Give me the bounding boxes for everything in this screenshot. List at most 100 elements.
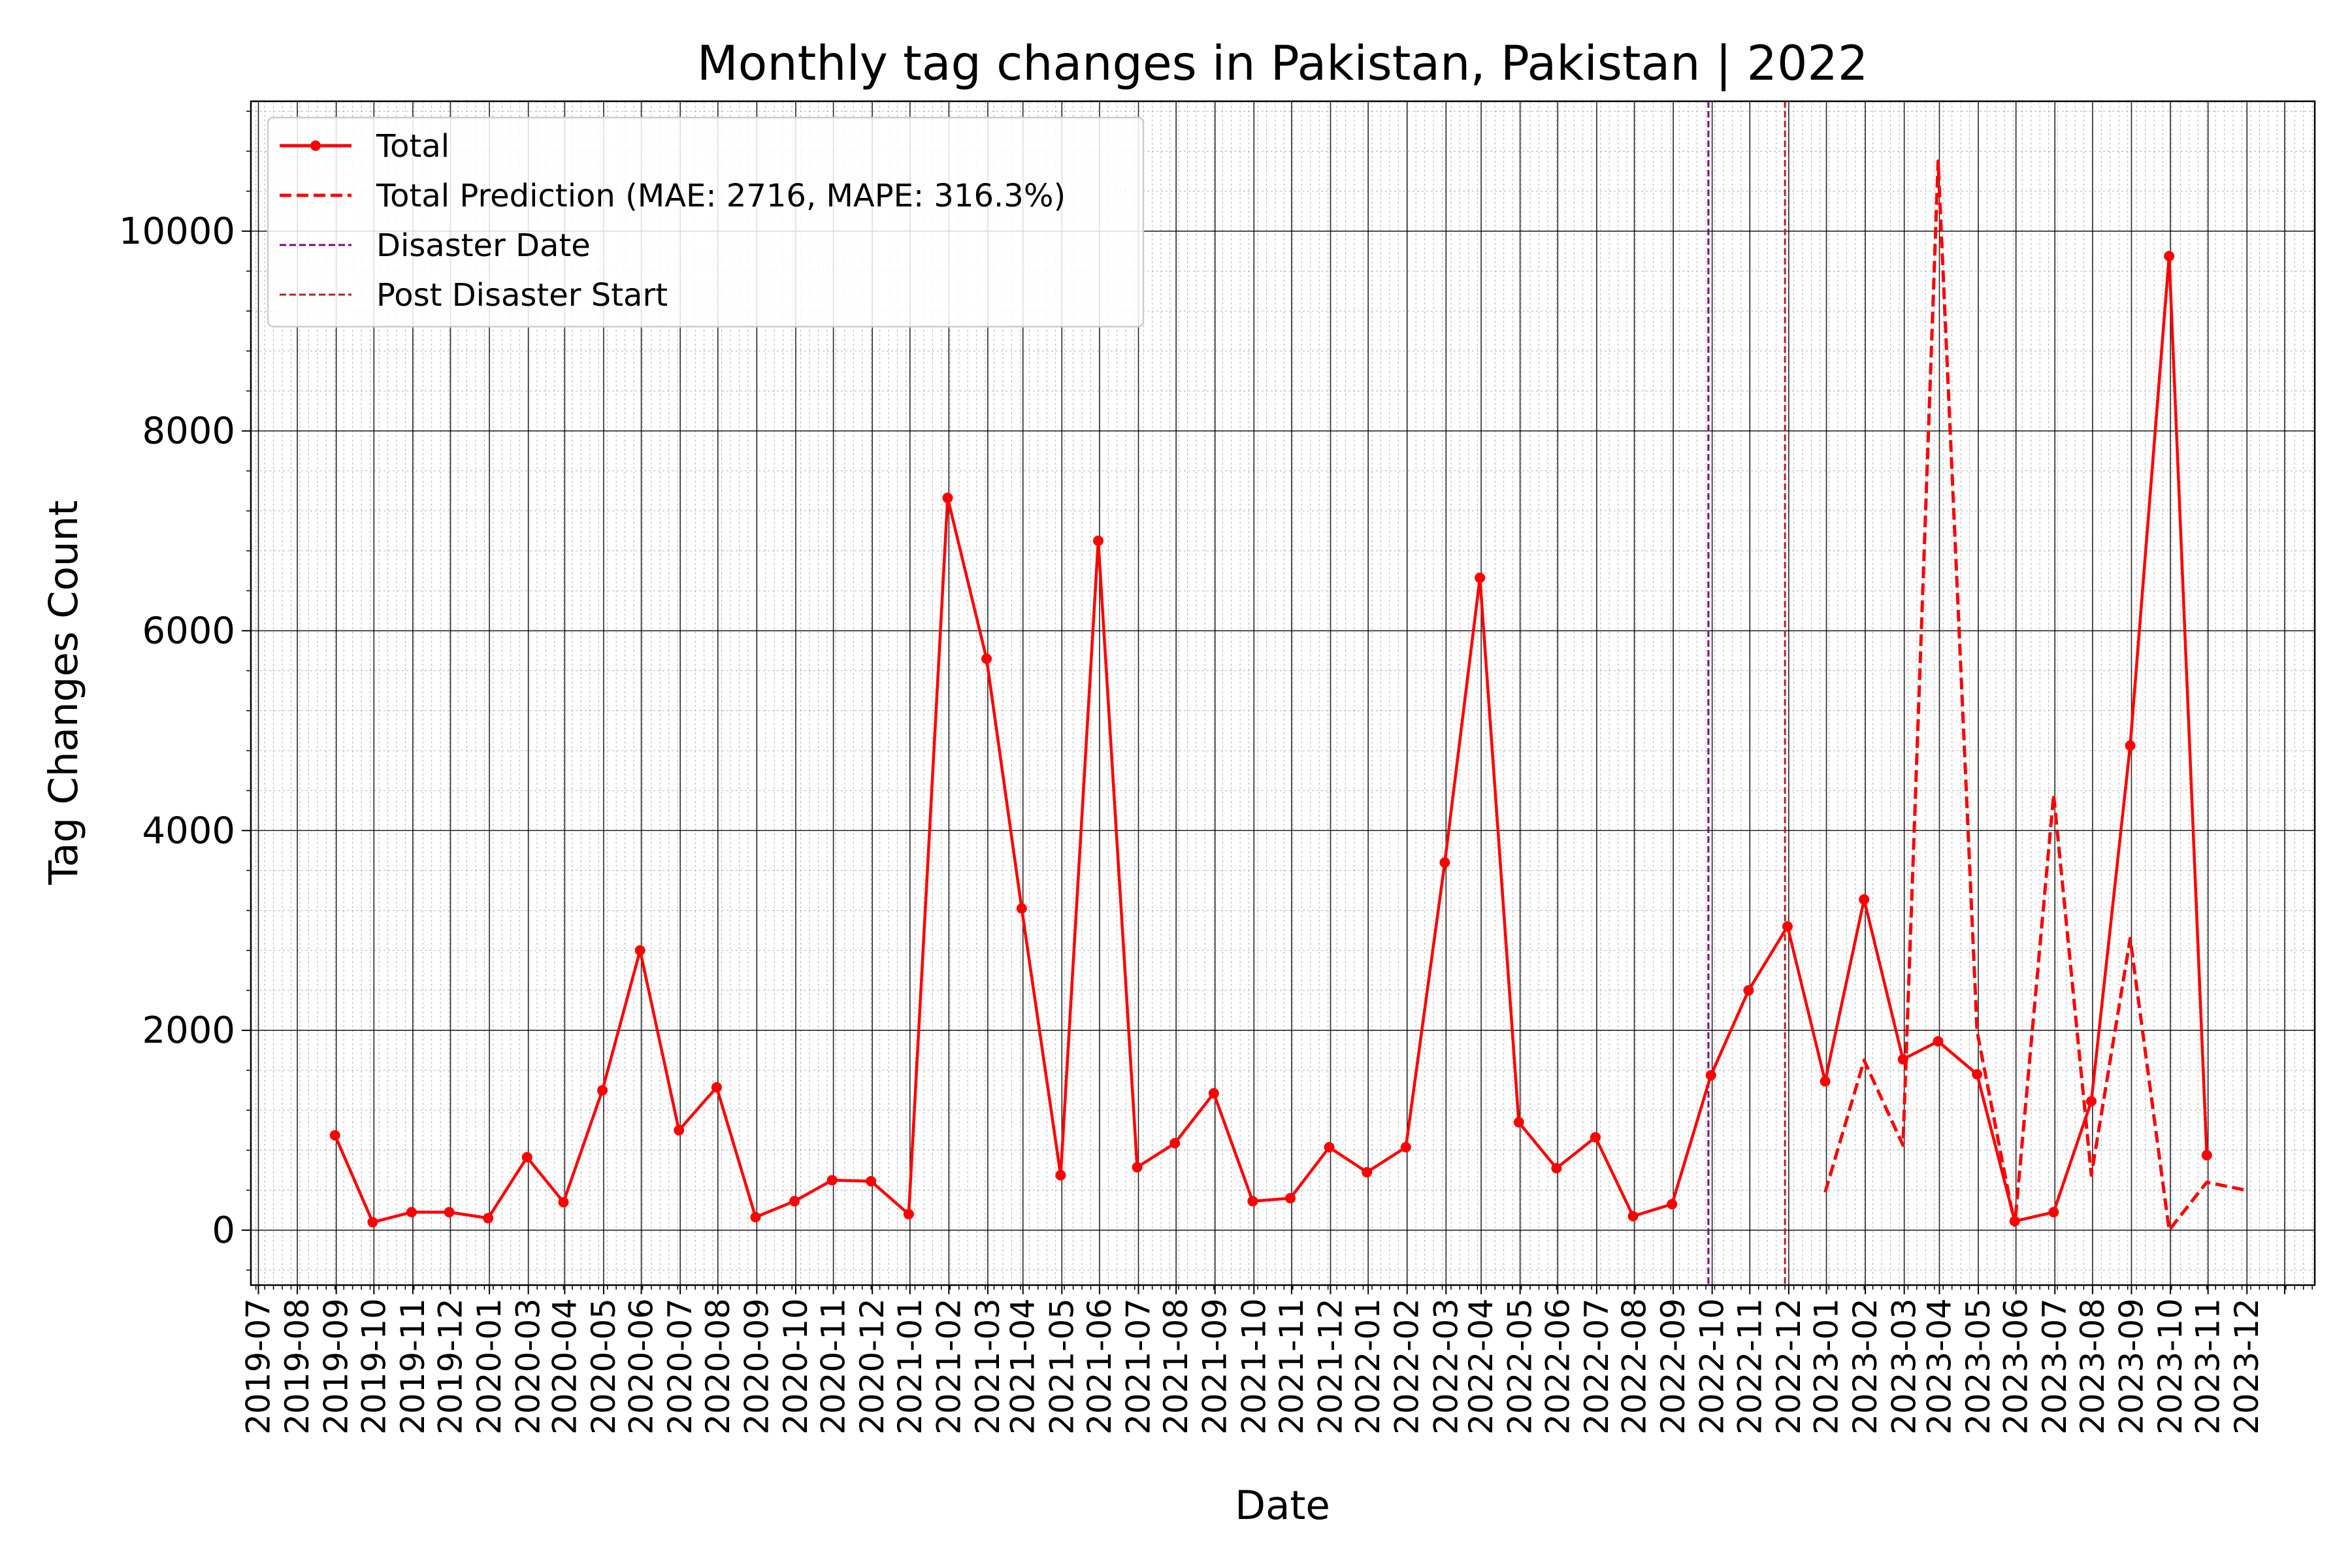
data-point [1285, 1192, 1296, 1203]
x-tick-label: 2022-12 [1770, 1298, 1808, 1435]
data-point [1972, 1069, 1983, 1080]
x-tick-label: 2023-12 [2228, 1298, 2266, 1435]
data-point [1551, 1163, 1562, 1174]
x-tick-label: 2022-02 [1388, 1298, 1426, 1435]
y-tick-label: 0 [212, 1209, 235, 1252]
legend-box [267, 116, 1145, 328]
legend: Total Total Prediction (MAE: 2716, MAPE:… [267, 116, 1145, 328]
x-tick-label: 2022-05 [1501, 1298, 1539, 1435]
data-point [1208, 1088, 1219, 1099]
x-tick-label: 2019-09 [318, 1298, 355, 1435]
data-point [2085, 1096, 2097, 1107]
data-point [558, 1197, 569, 1208]
x-tick-label: 2021-04 [1004, 1298, 1042, 1435]
x-tick-label: 2021-08 [1157, 1298, 1195, 1435]
x-tick-label: 2023-07 [2036, 1298, 2074, 1435]
series-line-prediction [1823, 159, 2246, 1232]
y-axis-label: Tag Changes Count [41, 500, 87, 886]
data-point [2201, 1150, 2212, 1161]
x-tick-label: 2021-03 [969, 1298, 1007, 1435]
x-tick-label: 2021-12 [1312, 1298, 1350, 1435]
x-tick-label: 2023-11 [2189, 1298, 2227, 1435]
data-point [1400, 1141, 1411, 1152]
x-tick-label: 2023-01 [1808, 1298, 1846, 1435]
x-tick-label: 2021-07 [1120, 1298, 1158, 1435]
x-tick-label: 2021-06 [1081, 1298, 1119, 1435]
data-point [1590, 1132, 1601, 1143]
x-tick-label: 2019-11 [394, 1298, 432, 1435]
y-tick-label: 2000 [142, 1009, 235, 1052]
data-point [2048, 1207, 2059, 1218]
data-point [1933, 1036, 1944, 1047]
y-tick-label: 8000 [142, 410, 235, 453]
legend-label-post-disaster-start: Post Disaster Start [376, 277, 668, 314]
data-point [789, 1196, 800, 1207]
x-tick-label: 2023-05 [1959, 1298, 1997, 1435]
data-point [1782, 921, 1793, 932]
data-point [1513, 1117, 1524, 1128]
data-point [1475, 572, 1486, 583]
x-tick-label: 2023-10 [2151, 1298, 2189, 1435]
data-point [903, 1209, 914, 1220]
x-tick-label: 2020-05 [585, 1298, 623, 1435]
x-tick-label: 2021-11 [1273, 1298, 1311, 1435]
data-point [1667, 1199, 1678, 1210]
data-point [1627, 1211, 1639, 1222]
x-tick-label: 2019-10 [355, 1298, 393, 1435]
data-point [711, 1082, 722, 1093]
x-tick-label: 2020-11 [815, 1298, 853, 1435]
x-tick-label: 2021-09 [1196, 1298, 1234, 1435]
x-tick-label: 2021-01 [891, 1298, 929, 1435]
data-point [1439, 857, 1450, 868]
data-point [1743, 985, 1754, 996]
x-tick-label: 2020-07 [661, 1298, 699, 1435]
x-tick-label: 2020-09 [738, 1298, 776, 1435]
data-point [1016, 903, 1027, 914]
data-point [750, 1212, 761, 1223]
x-tick-label: 2022-10 [1693, 1298, 1731, 1435]
legend-label-prediction: Total Prediction (MAE: 2716, MAPE: 316.3… [376, 178, 1066, 214]
data-point [1055, 1169, 1066, 1181]
x-tick-label: 2022-08 [1616, 1298, 1654, 1435]
plot-frame [250, 100, 2316, 1286]
x-tick-label: 2020-08 [699, 1298, 737, 1435]
data-point [329, 1130, 340, 1141]
data-point [981, 653, 992, 664]
x-tick-label: 2021-10 [1235, 1298, 1273, 1435]
data-point [1362, 1167, 1373, 1178]
x-tick-label: 2019-12 [432, 1298, 470, 1435]
series-layer [329, 159, 2246, 1232]
x-tick-label: 2022-04 [1462, 1298, 1500, 1435]
y-tick-label: 10000 [119, 210, 235, 253]
x-tick-label: 2023-03 [1886, 1298, 1923, 1435]
x-tick-label: 2020-01 [470, 1298, 508, 1435]
y-tick-labels: 0 2000 4000 6000 8000 10000 [119, 210, 235, 1252]
data-point [2164, 251, 2175, 262]
x-tick-label: 2021-02 [930, 1298, 968, 1435]
x-axis-label: Date [1235, 1482, 1330, 1529]
x-tick-label: 2020-06 [623, 1298, 661, 1435]
x-tick-labels: 2019-07 2019-08 2019-09 2019-10 2019-11 2019-… [240, 1298, 2266, 1435]
x-tick-label: 2020-03 [510, 1298, 547, 1435]
x-tick-label: 2022-06 [1539, 1298, 1576, 1435]
x-tick-label: 2020-12 [853, 1298, 891, 1435]
x-tick-label: 2023-02 [1846, 1298, 1884, 1435]
data-point [444, 1207, 455, 1218]
x-tick-label: 2022-01 [1349, 1298, 1387, 1435]
x-tick-label: 2022-03 [1427, 1298, 1465, 1435]
legend-label-total: Total [376, 128, 449, 165]
x-tick-label: 2023-06 [1997, 1298, 2035, 1435]
data-point [406, 1207, 417, 1218]
x-tick-label: 2020-04 [546, 1298, 583, 1435]
series-line-total [333, 254, 2208, 1224]
data-point [1169, 1137, 1181, 1149]
x-tick-label: 2020-10 [777, 1298, 815, 1435]
x-tick-label: 2022-09 [1654, 1298, 1692, 1435]
data-point [866, 1175, 877, 1186]
data-point [826, 1175, 838, 1186]
data-point [2125, 740, 2136, 751]
legend-label-disaster-date: Disaster Date [376, 227, 591, 264]
data-point [634, 945, 645, 956]
data-point [1820, 1076, 1831, 1087]
